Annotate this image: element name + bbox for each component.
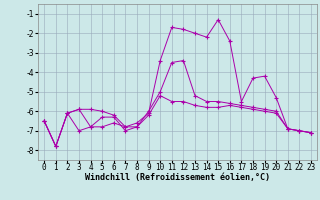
X-axis label: Windchill (Refroidissement éolien,°C): Windchill (Refroidissement éolien,°C) bbox=[85, 173, 270, 182]
